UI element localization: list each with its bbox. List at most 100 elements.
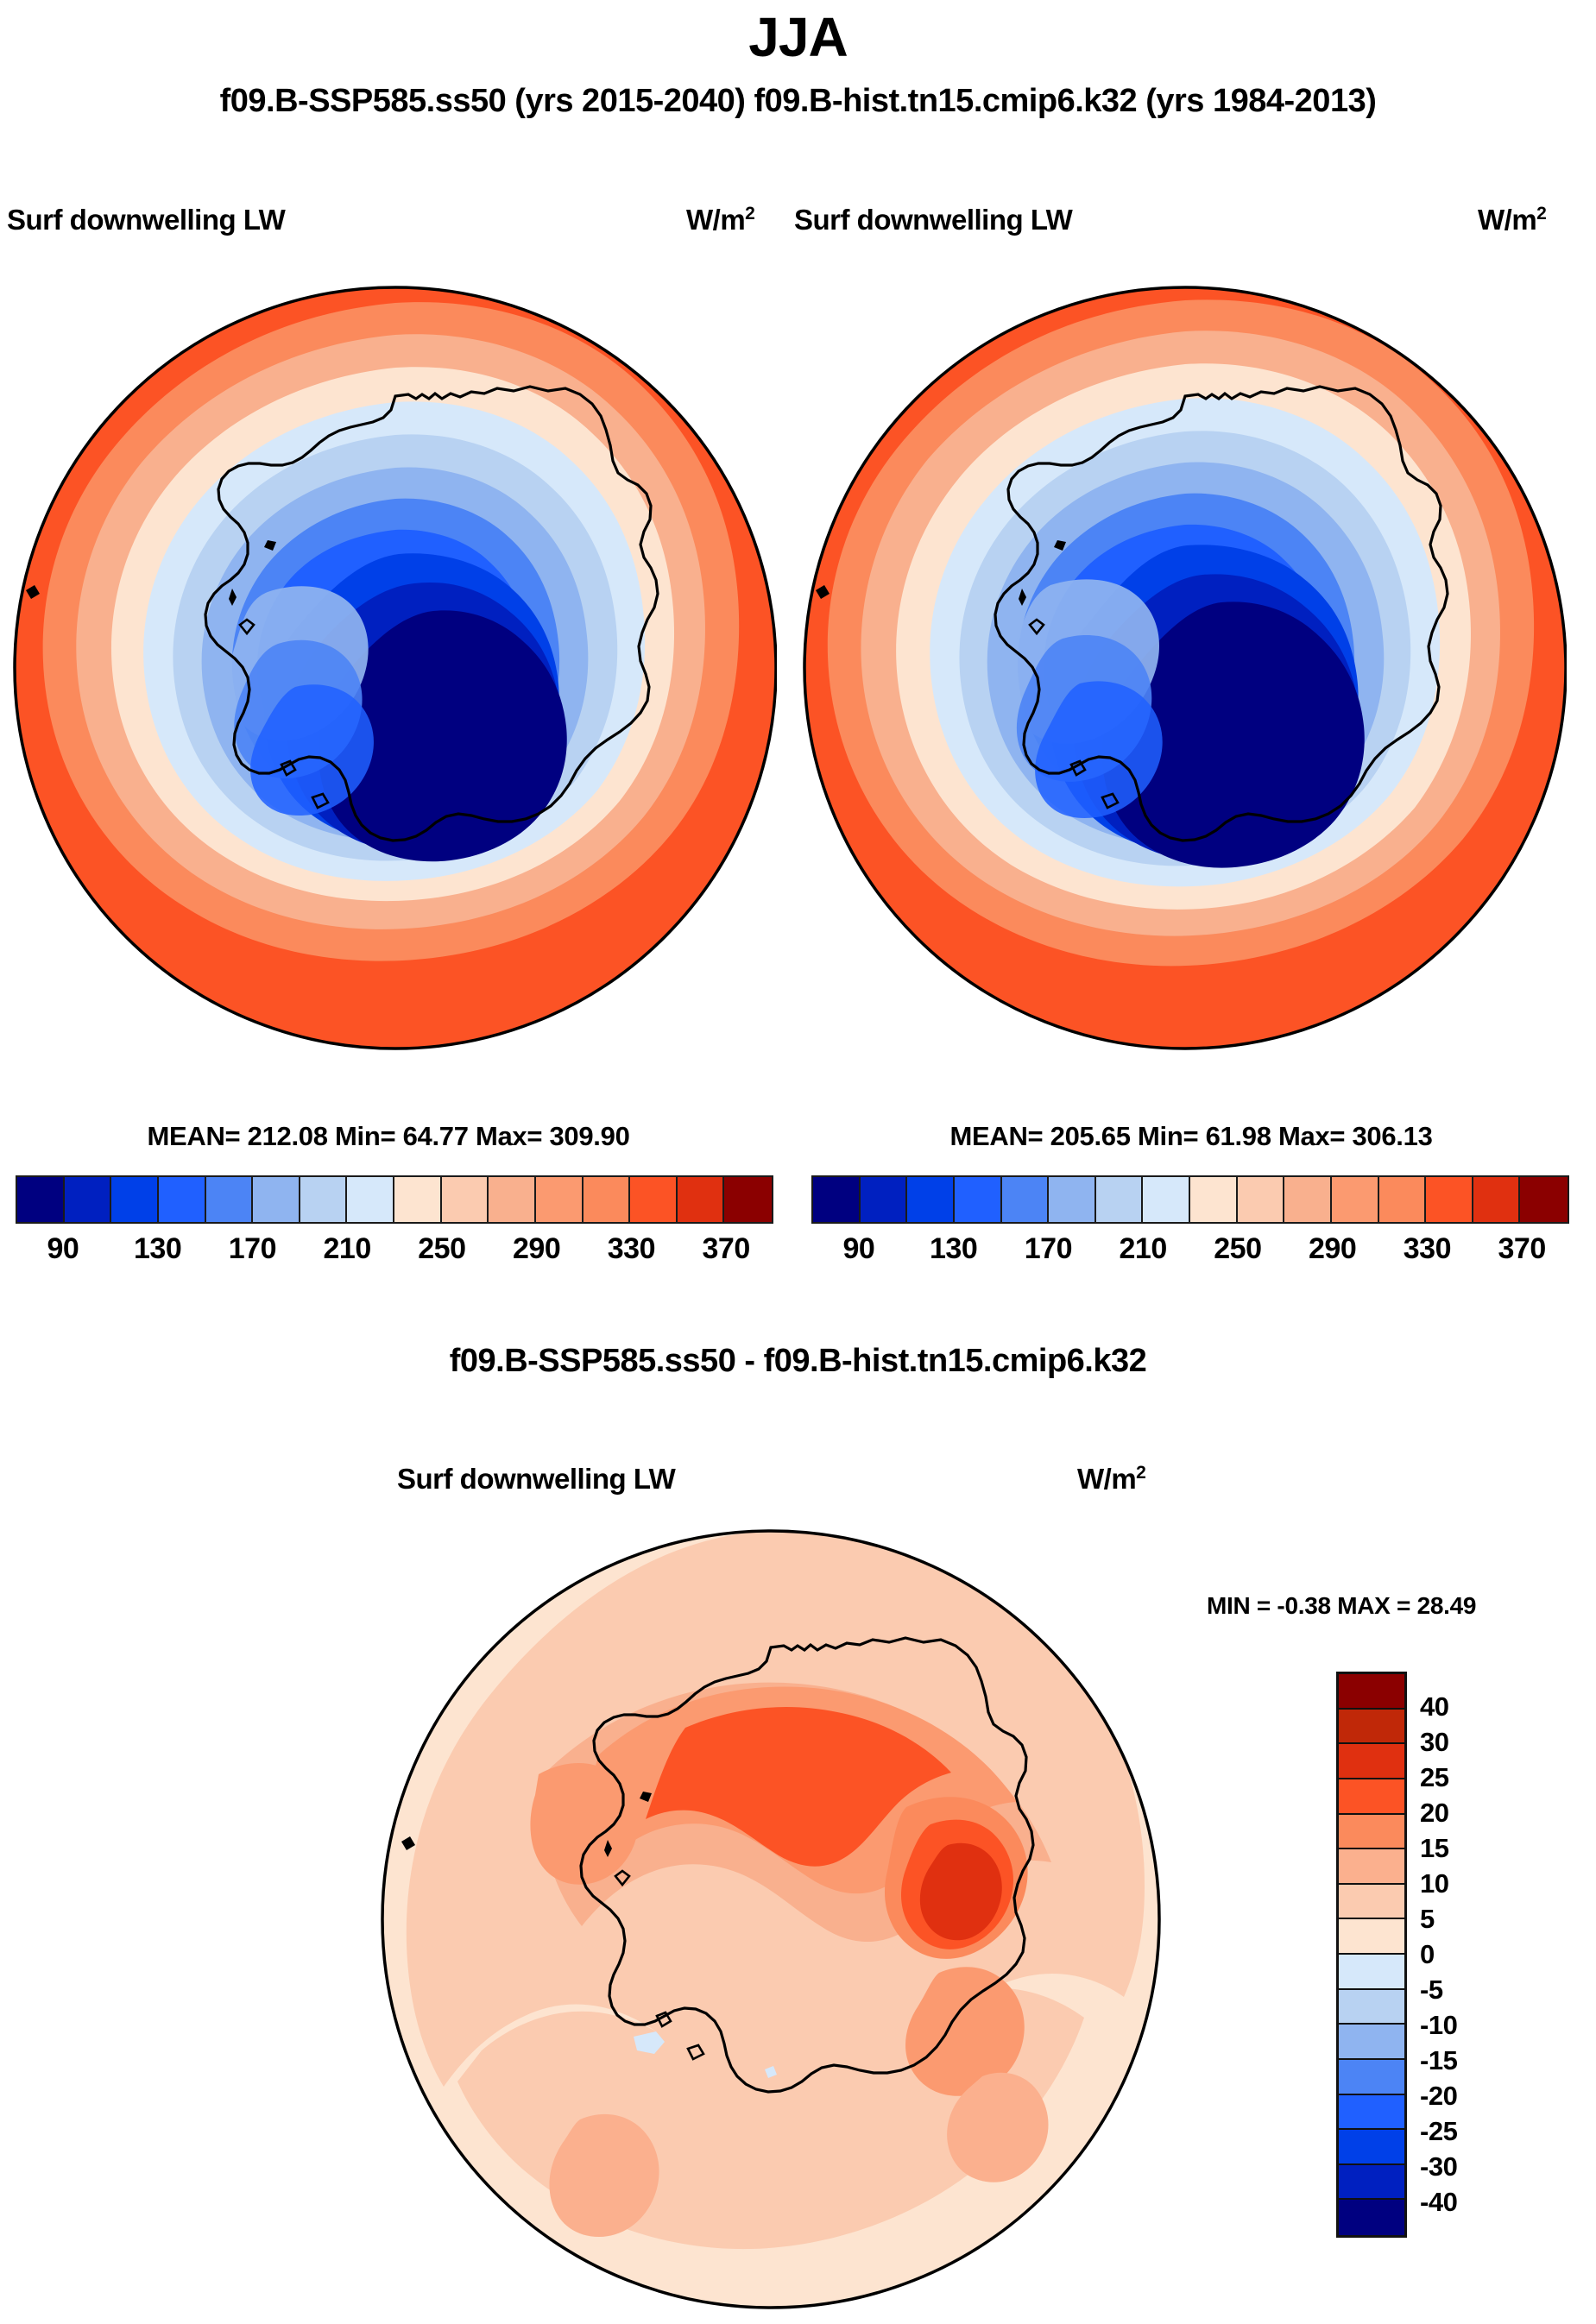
left-map-contour-fills (15, 287, 776, 1049)
diff-colorbar-cell-11[interactable] (1339, 2059, 1404, 2095)
colorbar-cell-0[interactable] (813, 1177, 861, 1222)
diff-colorbar-tick-20: 20 (1420, 1798, 1449, 1828)
diff-colorbar-tick-40: 40 (1420, 1691, 1449, 1722)
diff-colorbar-tick-25: 25 (1420, 1762, 1449, 1792)
left-colorbar-cells[interactable] (16, 1175, 773, 1224)
diff-colorbar-cell-9[interactable] (1339, 1989, 1404, 2025)
diff-colorbar-cell-13[interactable] (1339, 2130, 1404, 2165)
colorbar-cell-0[interactable] (17, 1177, 65, 1222)
colorbar-tick-250: 250 (418, 1232, 466, 1265)
colorbar-cell-8[interactable] (394, 1177, 442, 1222)
difference-colorbar-cells[interactable] (1336, 1672, 1407, 2238)
colorbar-cell-5[interactable] (253, 1177, 300, 1222)
left-polar-map (9, 281, 777, 1055)
diff-minmax-label: MIN = -0.38 MAX = 28.49 (1207, 1592, 1477, 1619)
right-map-boundary-circle (803, 286, 1567, 1050)
right-colorbar[interactable]: 90 130 170 210 250 290 330 370 (811, 1175, 1569, 1265)
diff-colorbar-cell-4[interactable] (1339, 1814, 1404, 1850)
colorbar-cell-13[interactable] (1426, 1177, 1473, 1222)
case-names-label: f09.B-SSP585.ss50 (yrs 2015-2040) f09.B-… (219, 83, 1377, 119)
colorbar-cell-7[interactable] (1143, 1177, 1190, 1222)
diff-colorbar-cell-12[interactable] (1339, 2094, 1404, 2131)
colorbar-tick-90: 90 (842, 1232, 875, 1265)
diff-colorbar-tick-15: 15 (1420, 1833, 1449, 1863)
left-panel-units-label: W/m2 (686, 204, 755, 236)
right-colorbar-tick-labels: 90 130 170 210 250 290 330 370 (811, 1232, 1569, 1272)
colorbar-cell-7[interactable] (347, 1177, 394, 1222)
colorbar-cell-8[interactable] (1190, 1177, 1238, 1222)
colorbar-tick-370: 370 (702, 1232, 751, 1265)
difference-colorbar-tick-labels: 40 30 25 20 15 10 5 0 -5 -10 -15 -20 -25 -30 -40 (1420, 1672, 1549, 2238)
diff-colorbar-tick-neg40: -40 (1420, 2187, 1458, 2217)
diff-map-boundary-circle (381, 1529, 1161, 2309)
page-title: JJA (748, 6, 848, 68)
right-map-contour-fills (804, 287, 1566, 1049)
diff-colorbar-cell-15[interactable] (1339, 2200, 1404, 2235)
diff-colorbar-cell-5[interactable] (1339, 1849, 1404, 1885)
colorbar-cell-15[interactable] (1520, 1177, 1568, 1222)
colorbar-cell-12[interactable] (1378, 1177, 1427, 1222)
colorbar-cell-14[interactable] (1473, 1177, 1521, 1222)
colorbar-cell-9[interactable] (441, 1177, 489, 1222)
colorbar-cell-11[interactable] (535, 1177, 584, 1222)
right-units-text: W/m (1478, 204, 1537, 236)
difference-polar-map (378, 1524, 1164, 2314)
colorbar-cell-15[interactable] (724, 1177, 772, 1222)
colorbar-tick-330: 330 (1403, 1232, 1452, 1265)
left-units-exponent: 2 (745, 204, 755, 224)
colorbar-tick-250: 250 (1214, 1232, 1262, 1265)
colorbar-tick-170: 170 (228, 1232, 277, 1265)
colorbar-cell-5[interactable] (1049, 1177, 1096, 1222)
diff-colorbar-tick-neg25: -25 (1420, 2116, 1458, 2146)
left-panel-variable-label: Surf downwelling LW (7, 204, 286, 236)
colorbar-tick-90: 90 (47, 1232, 79, 1265)
left-colorbar[interactable]: 90 130 170 210 250 290 330 370 (16, 1175, 773, 1265)
right-panel-variable-label: Surf downwelling LW (794, 204, 1073, 236)
colorbar-tick-290: 290 (1309, 1232, 1357, 1265)
diff-colorbar-tick-30: 30 (1420, 1727, 1449, 1757)
diff-colorbar-tick-neg15: -15 (1420, 2045, 1458, 2075)
diff-colorbar-cell-7[interactable] (1339, 1919, 1404, 1955)
diff-colorbar-tick-neg10: -10 (1420, 2010, 1458, 2040)
colorbar-cell-1[interactable] (64, 1177, 112, 1222)
diff-colorbar-cell-3[interactable] (1339, 1779, 1404, 1815)
colorbar-cell-2[interactable] (111, 1177, 159, 1222)
colorbar-tick-170: 170 (1024, 1232, 1073, 1265)
left-map-coastline (26, 385, 659, 842)
diff-units-exponent: 2 (1136, 1463, 1146, 1483)
colorbar-cell-4[interactable] (1001, 1177, 1050, 1222)
colorbar-tick-130: 130 (134, 1232, 182, 1265)
colorbar-cell-10[interactable] (1284, 1177, 1332, 1222)
right-polar-map (798, 281, 1567, 1055)
right-colorbar-cells[interactable] (811, 1175, 1569, 1224)
colorbar-cell-6[interactable] (300, 1177, 348, 1222)
diff-colorbar-cell-8[interactable] (1339, 1955, 1404, 1990)
colorbar-tick-290: 290 (513, 1232, 561, 1265)
diff-colorbar-cell-1[interactable] (1339, 1709, 1404, 1745)
colorbar-cell-3[interactable] (158, 1177, 206, 1222)
colorbar-cell-3[interactable] (954, 1177, 1002, 1222)
colorbar-cell-11[interactable] (1331, 1177, 1379, 1222)
colorbar-tick-330: 330 (607, 1232, 656, 1265)
colorbar-cell-2[interactable] (907, 1177, 955, 1222)
diff-units-text: W/m (1077, 1463, 1137, 1495)
colorbar-cell-14[interactable] (677, 1177, 725, 1222)
colorbar-tick-210: 210 (323, 1232, 372, 1265)
diff-colorbar-cell-14[interactable] (1339, 2164, 1404, 2201)
diff-colorbar-cell-6[interactable] (1339, 1884, 1404, 1920)
diff-colorbar-cell-0[interactable] (1339, 1674, 1404, 1710)
colorbar-cell-1[interactable] (860, 1177, 908, 1222)
colorbar-cell-13[interactable] (630, 1177, 678, 1222)
diff-colorbar-cell-10[interactable] (1339, 2025, 1404, 2060)
colorbar-cell-10[interactable] (489, 1177, 536, 1222)
diff-colorbar-cell-2[interactable] (1339, 1744, 1404, 1779)
colorbar-cell-9[interactable] (1237, 1177, 1285, 1222)
diff-map-coastline (401, 1636, 1035, 2094)
diff-panel-units-label: W/m2 (1077, 1463, 1146, 1496)
colorbar-cell-12[interactable] (583, 1177, 631, 1222)
colorbar-cell-6[interactable] (1095, 1177, 1144, 1222)
colorbar-cell-4[interactable] (205, 1177, 254, 1222)
diff-colorbar-tick-0: 0 (1420, 1939, 1435, 1969)
right-map-coastline (816, 385, 1449, 842)
diff-colorbar-tick-neg5: -5 (1420, 1974, 1443, 2005)
